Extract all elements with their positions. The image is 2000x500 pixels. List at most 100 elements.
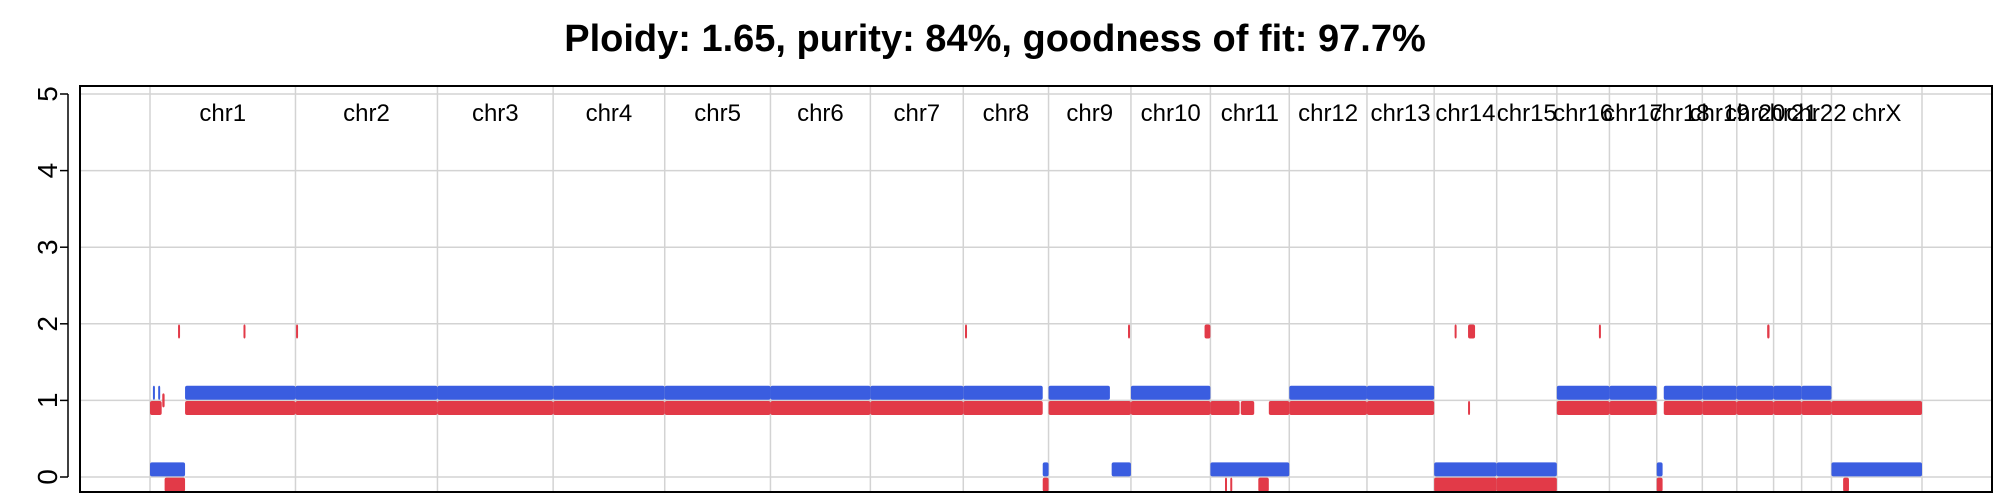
major-copy-number-segment (965, 324, 968, 339)
major-copy-number-segment (1268, 401, 1290, 416)
chromosome-label: chr21 (1758, 100, 1818, 127)
major-copy-number-segment (296, 324, 299, 339)
major-copy-number-segment (1225, 477, 1228, 492)
chromosome-label: chr3 (472, 100, 519, 127)
minor-copy-number-segment (963, 385, 1043, 400)
chromosome-label-layer: chr1 chr2 chr3 chr4 chr5 chr6 chr7 chr8 chr9 chr1… (199, 100, 1901, 127)
minor-copy-number-segment (1496, 462, 1557, 477)
y-axis: 0 1 2 3 4 5 (32, 86, 69, 485)
y-tick-label: 5 (32, 86, 63, 102)
major-copy-number-segment (1767, 324, 1770, 339)
minor-copy-number-segment (150, 462, 186, 477)
chart-title: Ploidy: 1.65, purity: 84%, goodness of f… (564, 18, 1426, 60)
major-copy-number-segment (1843, 477, 1849, 492)
chromosome-label: chr17 (1603, 100, 1663, 127)
minor-copy-number-segment (664, 385, 771, 400)
chromosome-label: chr2 (343, 100, 390, 127)
major-copy-number-segment (1434, 477, 1497, 492)
major-copy-number-segment (1656, 477, 1663, 492)
minor-copy-number-segment (1801, 385, 1832, 400)
major-copy-number-segment (295, 401, 438, 416)
y-tick-label: 1 (32, 393, 63, 409)
major-copy-number-segment (1702, 401, 1737, 416)
minor-copy-number-segment (1130, 385, 1211, 400)
major-copy-number-segment (1210, 401, 1240, 416)
chromosome-label: chrX (1852, 100, 1901, 127)
major-copy-number-segment (178, 324, 181, 339)
major-copy-number-segment (1130, 401, 1211, 416)
minor-copy-number-segment (1366, 385, 1435, 400)
y-tick-label: 3 (32, 239, 63, 255)
segment-layer (150, 324, 1922, 492)
major-copy-number-segment (1663, 401, 1703, 416)
minor-copy-number-segment (1556, 385, 1610, 400)
minor-copy-number-segment (1042, 462, 1049, 477)
minor-copy-number-segment (1434, 462, 1497, 477)
major-copy-number-segment (1048, 401, 1131, 416)
major-copy-number-segment (164, 477, 186, 492)
chromosome-label: chr4 (586, 100, 633, 127)
major-copy-number-segment (1831, 401, 1922, 416)
minor-copy-number-segment (1702, 385, 1737, 400)
chromosome-label: chr9 (1066, 100, 1113, 127)
y-tick-label: 4 (32, 163, 63, 179)
major-copy-number-segment (1230, 477, 1233, 492)
major-copy-number-segment (1468, 401, 1471, 416)
chromosome-label: chr6 (797, 100, 844, 127)
major-copy-number-segment (1496, 477, 1557, 492)
chromosome-label: chr5 (694, 100, 741, 127)
major-copy-number-segment (553, 401, 665, 416)
chromosome-label: chr1 (199, 100, 246, 127)
major-copy-number-segment (437, 401, 554, 416)
minor-copy-number-segment (553, 385, 665, 400)
major-copy-number-segment (664, 401, 771, 416)
major-copy-number-segment (1042, 477, 1049, 492)
major-copy-number-segment (1128, 324, 1131, 339)
chromosome-label: chr19 (1690, 100, 1750, 127)
major-copy-number-segment (1609, 401, 1657, 416)
minor-copy-number-segment (437, 385, 554, 400)
chromosome-label: chr20 (1725, 100, 1785, 127)
minor-copy-number-segment (185, 385, 296, 400)
grid-layer (80, 86, 1992, 492)
major-copy-number-segment (1736, 401, 1774, 416)
chromosome-label: chr8 (983, 100, 1030, 127)
major-copy-number-segment (1240, 401, 1255, 416)
chromosome-label: chr22 (1787, 100, 1847, 127)
minor-copy-number-segment (1048, 385, 1110, 400)
chromosome-label: chr15 (1497, 100, 1557, 127)
major-copy-number-segment (1289, 401, 1367, 416)
y-tick-label: 0 (32, 469, 63, 485)
minor-copy-number-segment (770, 385, 871, 400)
y-tick-label: 2 (32, 316, 63, 332)
minor-copy-number-segment (1663, 385, 1703, 400)
major-copy-number-segment (1468, 324, 1476, 339)
minor-copy-number-segment (1609, 385, 1657, 400)
minor-copy-number-segment (1656, 462, 1663, 477)
minor-copy-number-segment (1210, 462, 1290, 477)
chromosome-label: chr7 (893, 100, 940, 127)
major-copy-number-segment (1258, 477, 1269, 492)
minor-copy-number-segment (1736, 385, 1774, 400)
chromosome-label: chr18 (1650, 100, 1710, 127)
major-copy-number-segment (1454, 324, 1457, 339)
major-copy-number-segment (150, 401, 162, 416)
plot-frame (79, 85, 1993, 493)
minor-copy-number-segment (1289, 385, 1367, 400)
chromosome-label: chr11 (1221, 100, 1279, 127)
major-copy-number-segment (770, 401, 871, 416)
chromosome-label: chr16 (1553, 100, 1613, 127)
chromosome-label: chr14 (1435, 100, 1495, 127)
minor-copy-number-segment (870, 385, 964, 400)
chromosome-label: chr10 (1141, 100, 1201, 127)
minor-copy-number-segment (158, 385, 161, 400)
major-copy-number-segment (1801, 401, 1832, 416)
major-copy-number-segment (185, 401, 296, 416)
major-copy-number-segment (1556, 401, 1610, 416)
minor-copy-number-segment (295, 385, 438, 400)
minor-copy-number-segment (1831, 462, 1922, 477)
major-copy-number-segment (1598, 324, 1601, 339)
minor-copy-number-segment (152, 385, 155, 400)
major-copy-number-segment (243, 324, 246, 339)
